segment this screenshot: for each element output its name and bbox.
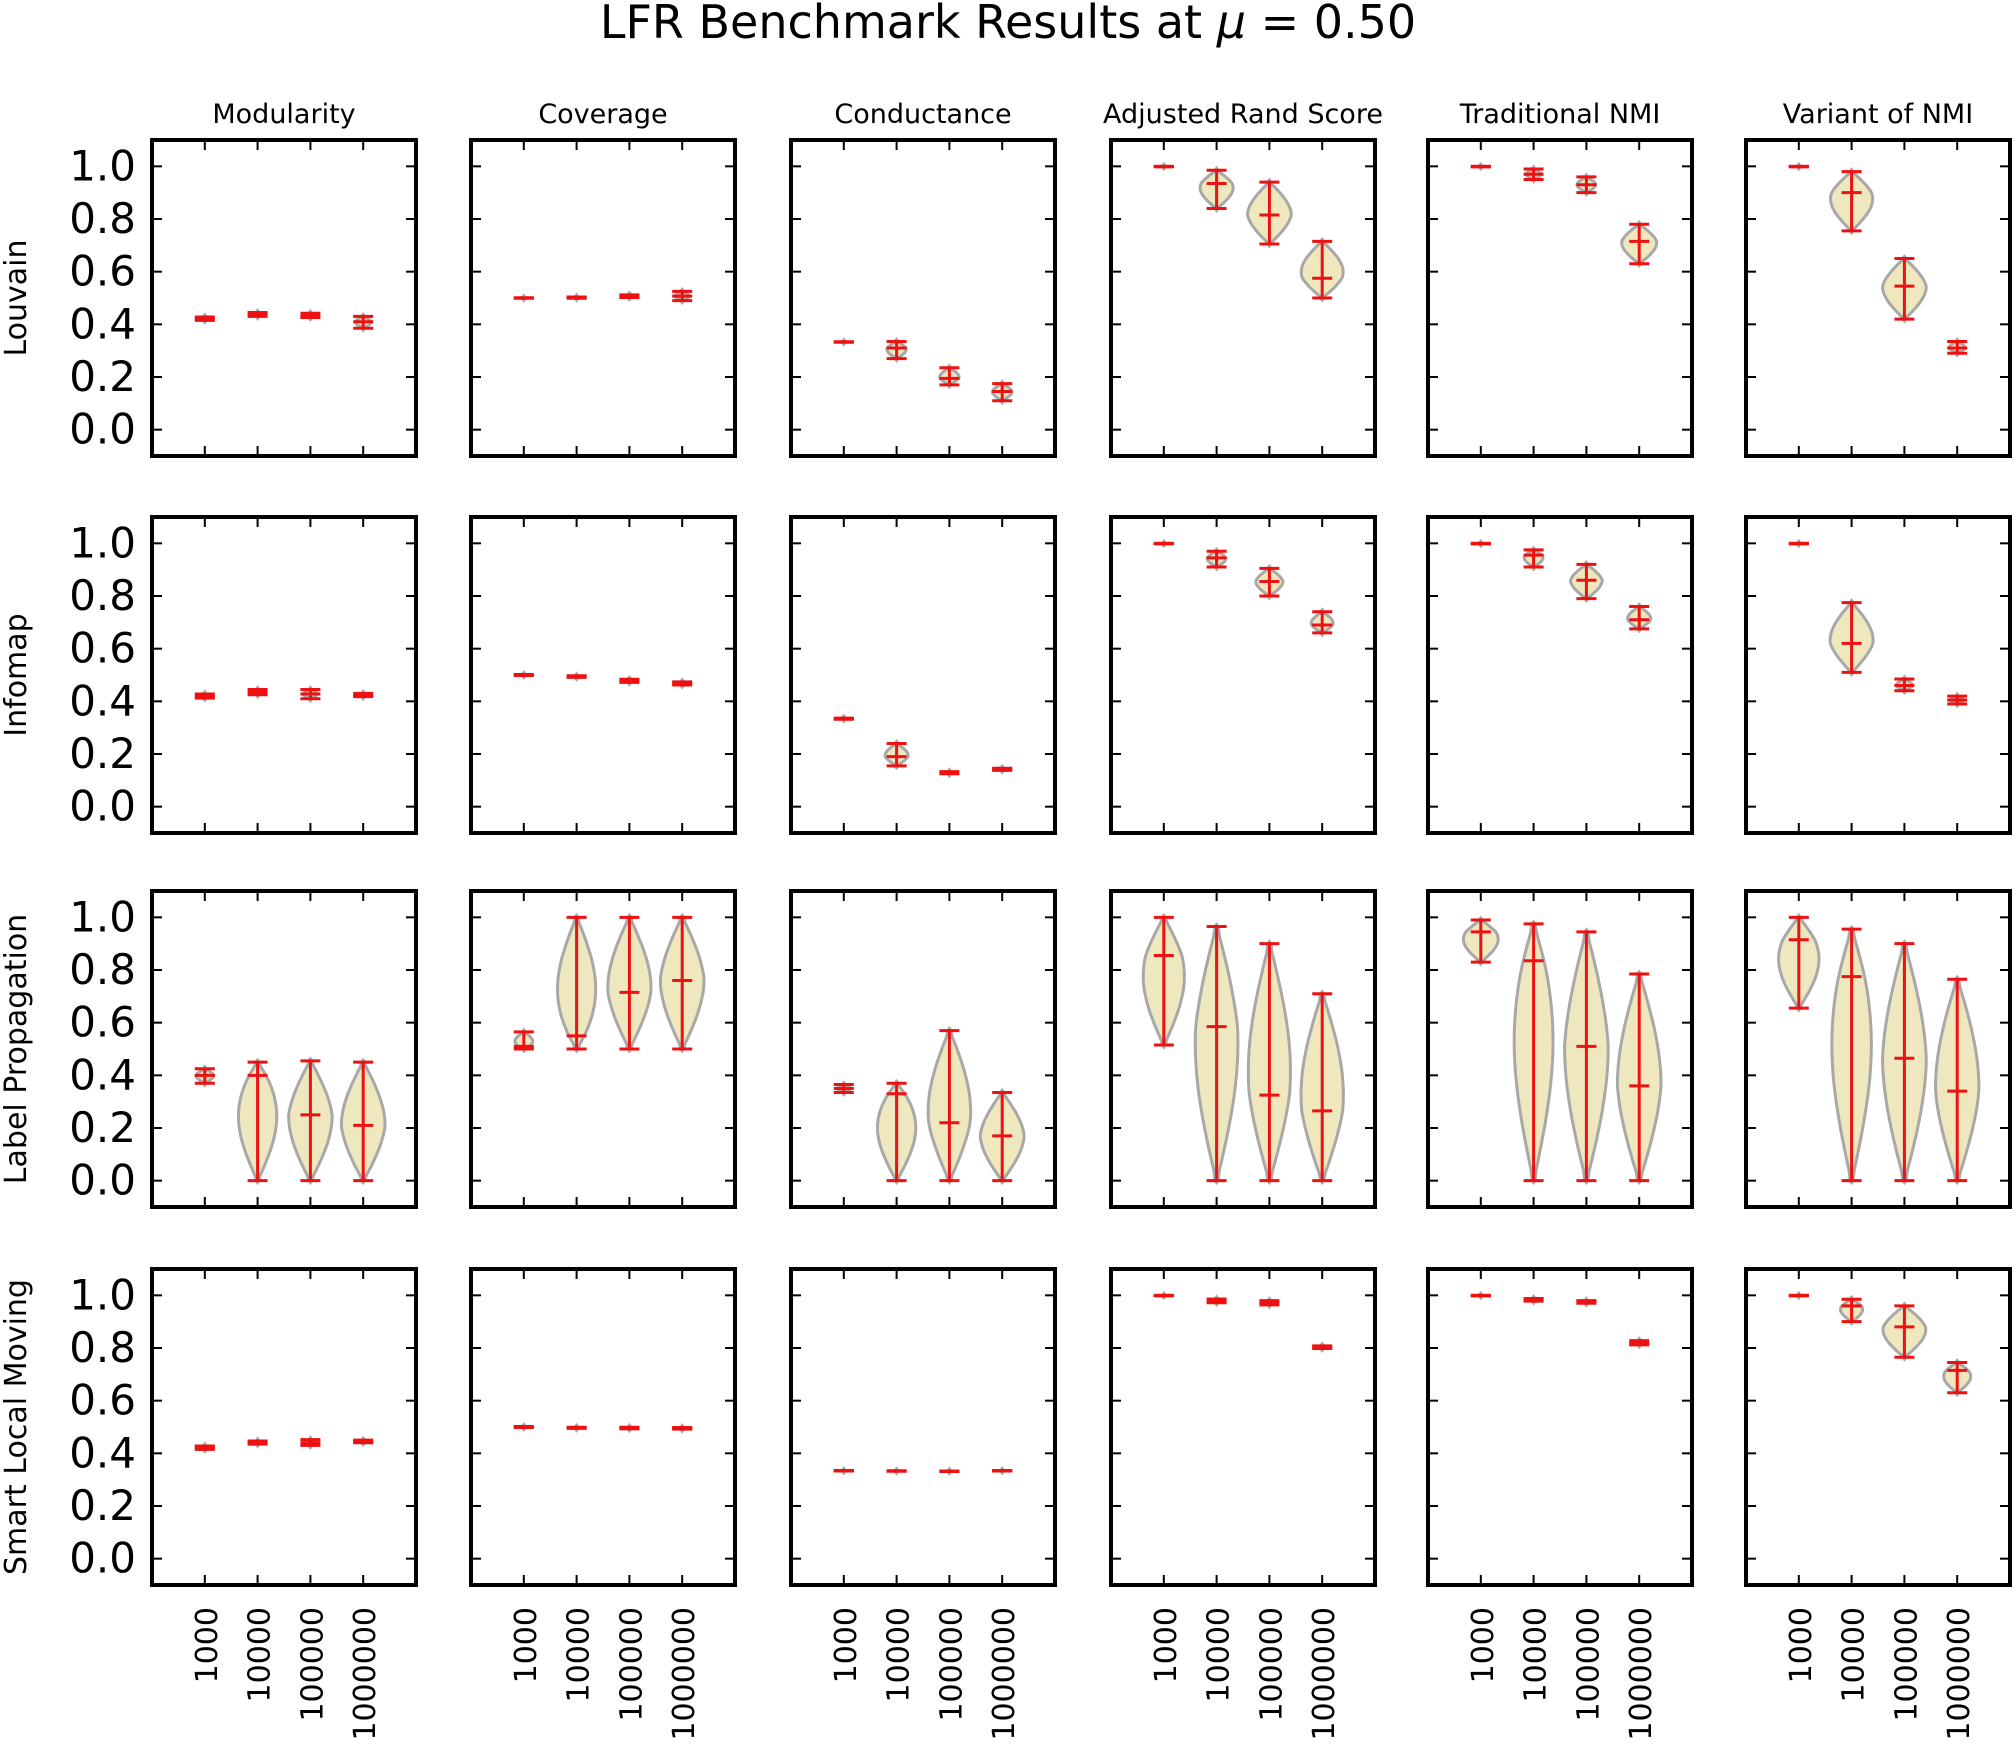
x-tick-label: 100000 [1254,1607,1289,1722]
x-tick-label: 1000 [1784,1607,1819,1683]
y-tick-label: 0.4 [69,299,136,348]
panel-frame [1426,515,1694,835]
panel-frame [1426,138,1694,458]
column-title: Adjusted Rand Score [1103,99,1383,130]
plot-area: LouvainModularity0.00.20.40.60.81.0Cover… [0,99,2012,1741]
y-tick-label: 0.6 [69,998,136,1047]
y-tick-label: 0.6 [69,1376,136,1425]
panel-frame [1109,515,1377,835]
x-tick-label: 100000 [1889,1607,1924,1722]
x-tick-label: 1000000 [1307,1607,1342,1741]
x-tick-label: 10000 [243,1607,278,1702]
y-tick-label: 1.0 [69,518,136,567]
x-tick-label: 1000000 [987,1607,1022,1741]
x-tick-label: 1000000 [667,1607,702,1741]
x-tick-label: 1000 [1466,1607,1501,1683]
x-tick-label: 10000 [1202,1607,1237,1702]
y-tick-label: 0.8 [69,945,136,994]
panel-frame [1744,1267,2012,1587]
y-tick-label: 0.0 [69,1156,136,1205]
y-tick-label: 0.8 [69,571,136,620]
panel-frame [789,138,1057,458]
y-tick-label: 1.0 [69,1270,136,1319]
row-label: Infomap [0,613,34,736]
panel-frame [469,515,737,835]
y-tick-label: 0.0 [69,782,136,831]
panel-frame [150,889,418,1209]
column-title: Traditional NMI [1459,99,1661,130]
row-label: Louvain [0,239,34,356]
panel-frame [1426,1267,1694,1587]
y-tick-label: 0.2 [69,352,136,401]
x-tick-label: 1000 [190,1607,225,1683]
panel-frame [469,138,737,458]
y-tick-label: 0.0 [69,1534,136,1583]
panel-frame [1426,889,1694,1209]
panel-frame [789,1267,1057,1587]
y-tick-label: 0.2 [69,1481,136,1530]
x-tick-label: 1000 [509,1607,544,1683]
panel-frame [1744,138,2012,458]
x-tick-label: 100000 [295,1607,330,1722]
panel-frame [1109,1267,1377,1587]
panel-frame [1109,889,1377,1209]
x-tick-label: 1000 [829,1607,864,1683]
y-tick-label: 0.6 [69,247,136,296]
x-tick-label: 10000 [882,1607,917,1702]
x-tick-label: 1000000 [1942,1607,1977,1741]
panel-frame [1744,515,2012,835]
y-tick-label: 1.0 [69,892,136,941]
y-tick-label: 0.2 [69,729,136,778]
y-tick-label: 0.8 [69,194,136,243]
y-tick-label: 1.0 [69,141,136,190]
x-tick-label: 100000 [614,1607,649,1722]
y-tick-label: 0.2 [69,1103,136,1152]
x-tick-label: 100000 [934,1607,969,1722]
panel-frame [1744,889,2012,1209]
column-title: Coverage [538,99,667,130]
row-label: Smart Local Moving [0,1279,34,1575]
y-tick-label: 0.4 [69,1428,136,1477]
panel-frame [469,889,737,1209]
y-tick-label: 0.8 [69,1323,136,1372]
panel-frame [150,515,418,835]
x-tick-label: 100000 [1571,1607,1606,1722]
panel-frame [789,515,1057,835]
x-tick-label: 1000 [1149,1607,1184,1683]
column-title: Conductance [834,99,1011,130]
x-tick-label: 1000000 [348,1607,383,1741]
panel-frame [150,138,418,458]
y-tick-label: 0.6 [69,624,136,673]
column-title: Variant of NMI [1783,99,1973,130]
y-tick-label: 0.0 [69,405,136,454]
x-tick-label: 10000 [562,1607,597,1702]
y-tick-label: 0.4 [69,676,136,725]
panel-frame [150,1267,418,1587]
x-tick-label: 10000 [1519,1607,1554,1702]
column-title: Modularity [212,99,355,130]
panel-frame [789,889,1057,1209]
chart-title: LFR Benchmark Results at μ = 0.50 [600,0,1416,49]
x-tick-label: 1000000 [1624,1607,1659,1741]
row-label: Label Propagation [0,914,34,1184]
panel-frame [1109,138,1377,458]
y-tick-label: 0.4 [69,1050,136,1099]
x-tick-label: 10000 [1837,1607,1872,1702]
panel-frame [469,1267,737,1587]
